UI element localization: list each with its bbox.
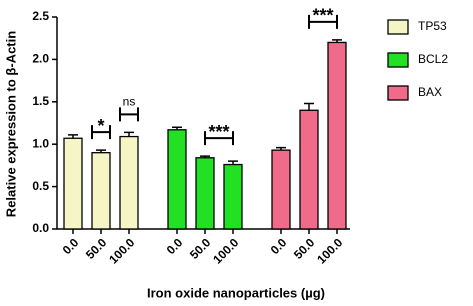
- legend-swatch: [387, 85, 409, 101]
- x-tick-label: 100.0: [106, 235, 137, 266]
- y-axis-label: Relative expression to β-Actin: [3, 31, 18, 217]
- legend-swatch: [387, 52, 409, 68]
- x-axis-label: Iron oxide nanoparticles (µg): [147, 285, 325, 300]
- significance-label: *: [97, 116, 104, 136]
- bar: [119, 135, 139, 230]
- error-bar: [304, 102, 314, 111]
- y-tick-label: 0.5: [32, 179, 49, 193]
- bar: [63, 137, 83, 230]
- error-bar: [172, 126, 182, 130]
- x-tick-label: 50.0: [187, 235, 214, 262]
- x-tick-label: 0.0: [60, 235, 82, 257]
- x-tick-label: 50.0: [83, 235, 110, 262]
- significance-bracket: [204, 131, 234, 146]
- legend-label: BAX: [418, 85, 442, 99]
- error-bar: [68, 134, 78, 139]
- legend-swatch: [387, 19, 409, 35]
- error-bar: [332, 39, 342, 43]
- x-tick-label: 50.0: [291, 235, 318, 262]
- x-tick-label: 0.0: [268, 235, 290, 257]
- error-bar: [96, 149, 106, 153]
- y-tick-label: 0.0: [32, 221, 49, 235]
- bar: [223, 163, 243, 230]
- x-tick-label: 0.0: [164, 235, 186, 257]
- bar: [327, 41, 347, 230]
- y-tick-label: 1.0: [32, 136, 49, 150]
- y-tick-label: 1.5: [32, 94, 49, 108]
- bar: [195, 157, 215, 230]
- bar: [299, 109, 319, 230]
- significance-bracket: [308, 14, 338, 29]
- significance-label: ***: [312, 6, 333, 26]
- x-tick-label: 100.0: [314, 235, 345, 266]
- significance-label: ns: [123, 94, 136, 108]
- y-tick-label: 2.5: [32, 9, 49, 23]
- bar: [91, 152, 111, 230]
- legend-label: BCL2: [418, 52, 448, 66]
- error-bar: [124, 131, 134, 137]
- x-tick-label: 100.0: [210, 235, 241, 266]
- error-bar: [228, 160, 238, 165]
- bar: [167, 129, 187, 230]
- y-tick-label: 2.0: [32, 52, 49, 66]
- legend-label: TP53: [418, 19, 447, 33]
- significance-label: ***: [208, 122, 229, 142]
- bar: [271, 149, 291, 230]
- error-bar: [276, 146, 286, 151]
- significance-bracket: [91, 125, 111, 140]
- significance-bracket: [119, 107, 139, 122]
- error-bar: [200, 155, 210, 158]
